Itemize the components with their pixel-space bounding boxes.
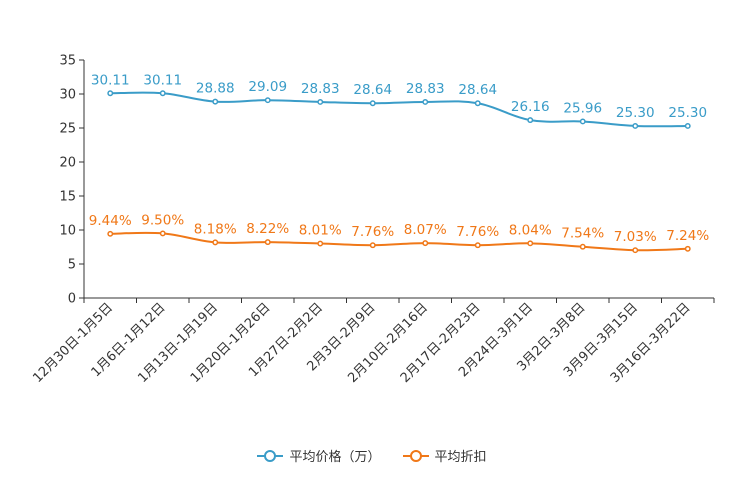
data-label: 7.76% xyxy=(351,224,394,240)
data-point xyxy=(159,230,166,237)
series-line xyxy=(110,231,688,252)
data-point xyxy=(422,99,429,105)
data-point xyxy=(212,98,219,105)
data-point xyxy=(159,90,166,97)
chart-legend: 平均价格（万） 平均折扣 xyxy=(0,446,744,465)
data-label: 25.30 xyxy=(668,105,707,121)
data-point xyxy=(369,242,376,249)
data-label: 8.18% xyxy=(194,221,237,237)
data-label: 7.03% xyxy=(614,229,657,245)
data-label: 28.83 xyxy=(301,81,340,97)
data-label: 28.88 xyxy=(196,81,235,97)
data-label: 8.01% xyxy=(299,223,342,239)
data-point xyxy=(579,118,586,125)
data-point xyxy=(527,117,534,124)
data-label: 8.22% xyxy=(246,221,289,237)
data-point xyxy=(632,247,639,254)
y-tick-label: 10 xyxy=(59,224,76,239)
data-label: 30.11 xyxy=(143,72,182,88)
data-label: 28.64 xyxy=(353,82,392,98)
y-tick-label: 20 xyxy=(59,156,76,171)
data-label: 7.54% xyxy=(561,226,604,242)
data-label: 7.76% xyxy=(456,224,499,240)
data-label: 26.16 xyxy=(511,99,550,115)
series-1: 30.11 30.11 28.88 29.09 28.83 28.64 28.83 28.64… xyxy=(91,72,707,129)
data-point xyxy=(264,97,271,104)
data-point xyxy=(317,99,324,105)
data-label: 25.96 xyxy=(563,100,602,116)
data-point xyxy=(684,245,691,252)
data-label: 9.44% xyxy=(89,213,132,229)
data-point xyxy=(527,240,534,247)
data-point xyxy=(317,240,324,247)
data-label: 8.04% xyxy=(509,222,552,238)
legend-label: 平均折扣 xyxy=(434,450,487,465)
data-label: 9.50% xyxy=(141,212,184,228)
data-label: 8.07% xyxy=(404,222,447,238)
y-tick-label: 30 xyxy=(59,88,76,103)
data-label: 28.64 xyxy=(458,82,497,98)
data-label: 30.11 xyxy=(91,72,130,88)
legend-line-marker-icon xyxy=(402,449,429,462)
legend-line-marker-icon xyxy=(257,449,284,462)
data-label: 25.30 xyxy=(616,105,655,121)
data-label: 28.83 xyxy=(406,81,445,97)
data-point xyxy=(632,123,639,129)
data-point xyxy=(474,242,481,249)
line-chart: 0510152025303512月30日-1月5日1月6日-1月12日1月13日… xyxy=(30,54,715,386)
y-tick-label: 15 xyxy=(59,190,76,205)
data-label: 29.09 xyxy=(248,79,287,95)
data-label: 7.24% xyxy=(666,228,709,244)
legend-label: 平均价格（万） xyxy=(289,450,381,465)
series-line xyxy=(110,91,688,128)
y-tick-label: 0 xyxy=(68,292,76,307)
series-2: 9.44% 9.50% 8.18% 8.22% 8.01% 7.76% 8.07% 7.76%… xyxy=(89,212,709,254)
data-point xyxy=(107,90,114,97)
y-tick-label: 5 xyxy=(68,258,76,273)
data-point xyxy=(107,230,114,237)
legend-item-1[interactable]: 平均价格（万） xyxy=(257,446,381,465)
data-point xyxy=(474,100,481,107)
data-point xyxy=(369,100,376,107)
data-point xyxy=(212,239,219,246)
legend-item-2[interactable]: 平均折扣 xyxy=(402,446,487,465)
y-tick-label: 35 xyxy=(59,54,76,69)
data-point xyxy=(684,123,691,129)
y-tick-label: 25 xyxy=(59,122,76,137)
data-point xyxy=(422,240,429,247)
data-point xyxy=(579,243,586,250)
data-point xyxy=(264,239,271,246)
